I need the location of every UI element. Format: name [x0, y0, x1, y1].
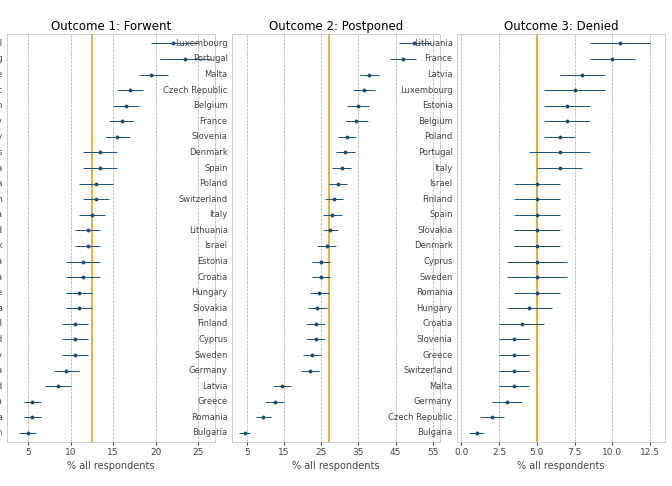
- Text: Slovakia: Slovakia: [417, 226, 453, 235]
- Text: Sweden: Sweden: [194, 350, 228, 360]
- Text: Luxembourg: Luxembourg: [175, 39, 228, 48]
- Text: Slovenia: Slovenia: [192, 132, 228, 141]
- Text: Czech Republic: Czech Republic: [0, 86, 3, 95]
- Text: Luxembourg: Luxembourg: [400, 86, 453, 95]
- Text: Cyprus: Cyprus: [198, 335, 228, 344]
- Text: Malta: Malta: [0, 273, 3, 281]
- Text: Portugal: Portugal: [418, 148, 453, 157]
- Text: Czech Republic: Czech Republic: [388, 413, 453, 422]
- Text: Latvia: Latvia: [202, 382, 228, 391]
- Text: Denmark: Denmark: [189, 148, 228, 157]
- Text: Romania: Romania: [0, 413, 3, 422]
- Text: Bulgaria: Bulgaria: [0, 257, 3, 266]
- Text: Estonia: Estonia: [0, 304, 3, 313]
- Text: Croatia: Croatia: [423, 319, 453, 329]
- Text: Germany: Germany: [189, 366, 228, 375]
- Text: Romania: Romania: [416, 288, 453, 297]
- Text: Israel: Israel: [0, 39, 3, 48]
- Text: Hungary: Hungary: [0, 350, 3, 360]
- Text: Croatia: Croatia: [0, 366, 3, 375]
- Text: Germany: Germany: [414, 397, 453, 406]
- Text: Denmark: Denmark: [0, 242, 3, 250]
- X-axis label: % all respondents: % all respondents: [67, 461, 155, 471]
- Text: France: France: [0, 288, 3, 297]
- Text: Italy: Italy: [435, 163, 453, 173]
- Text: Finland: Finland: [423, 195, 453, 204]
- Text: Croatia: Croatia: [198, 273, 228, 281]
- Text: Switzerland: Switzerland: [404, 366, 453, 375]
- Text: Israel: Israel: [429, 179, 453, 188]
- Text: Estonia: Estonia: [197, 257, 228, 266]
- Text: Sweden: Sweden: [0, 101, 3, 110]
- Text: Cyprus: Cyprus: [423, 257, 453, 266]
- Text: Bulgaria: Bulgaria: [192, 429, 228, 437]
- Text: Portugal: Portugal: [193, 54, 228, 64]
- Title: Outcome 3: Denied: Outcome 3: Denied: [504, 20, 618, 33]
- Text: Lithuania: Lithuania: [0, 210, 3, 219]
- X-axis label: % all respondents: % all respondents: [517, 461, 605, 471]
- Text: Denmark: Denmark: [414, 242, 453, 250]
- Text: Switzerland: Switzerland: [179, 195, 228, 204]
- Title: Outcome 2: Postponed: Outcome 2: Postponed: [269, 20, 403, 33]
- Text: Luxembourg: Luxembourg: [0, 54, 3, 64]
- Text: Spain: Spain: [429, 210, 453, 219]
- Text: Cyprus: Cyprus: [0, 148, 3, 157]
- Text: Slovenia: Slovenia: [417, 335, 453, 344]
- Text: Sweden: Sweden: [419, 273, 453, 281]
- Text: Estonia: Estonia: [422, 101, 453, 110]
- Text: Finland: Finland: [198, 319, 228, 329]
- Text: Latvia: Latvia: [427, 70, 453, 79]
- Text: Hungary: Hungary: [192, 288, 228, 297]
- X-axis label: % all respondents: % all respondents: [292, 461, 380, 471]
- Text: Spain: Spain: [0, 429, 3, 437]
- Text: Belgium: Belgium: [0, 195, 3, 204]
- Text: Lithuania: Lithuania: [189, 226, 228, 235]
- Text: Italy: Italy: [0, 132, 3, 141]
- Text: France: France: [200, 117, 228, 126]
- Text: Poland: Poland: [200, 179, 228, 188]
- Title: Outcome 1: Forwent: Outcome 1: Forwent: [51, 20, 171, 33]
- Text: France: France: [425, 54, 453, 64]
- Text: Portugal: Portugal: [0, 319, 3, 329]
- Text: Greece: Greece: [0, 70, 3, 79]
- Text: Slovakia: Slovakia: [0, 163, 3, 173]
- Text: Poland: Poland: [425, 132, 453, 141]
- Text: Greece: Greece: [198, 397, 228, 406]
- Text: Malta: Malta: [204, 70, 228, 79]
- Text: Slovakia: Slovakia: [192, 304, 228, 313]
- Text: Poland: Poland: [0, 335, 3, 344]
- Text: Finland: Finland: [0, 382, 3, 391]
- Text: Czech Republic: Czech Republic: [163, 86, 228, 95]
- Text: Germany: Germany: [0, 117, 3, 126]
- Text: Malta: Malta: [429, 382, 453, 391]
- Text: Hungary: Hungary: [417, 304, 453, 313]
- Text: Israel: Israel: [204, 242, 228, 250]
- Text: Latvia: Latvia: [0, 179, 3, 188]
- Text: Italy: Italy: [210, 210, 228, 219]
- Text: Greece: Greece: [423, 350, 453, 360]
- Text: Bulgaria: Bulgaria: [417, 429, 453, 437]
- Text: Belgium: Belgium: [193, 101, 228, 110]
- Text: Belgium: Belgium: [418, 117, 453, 126]
- Text: Romania: Romania: [191, 413, 228, 422]
- Text: Slovenia: Slovenia: [0, 397, 3, 406]
- Text: Lithuania: Lithuania: [414, 39, 453, 48]
- Text: Spain: Spain: [204, 163, 228, 173]
- Text: Switzerland: Switzerland: [0, 226, 3, 235]
